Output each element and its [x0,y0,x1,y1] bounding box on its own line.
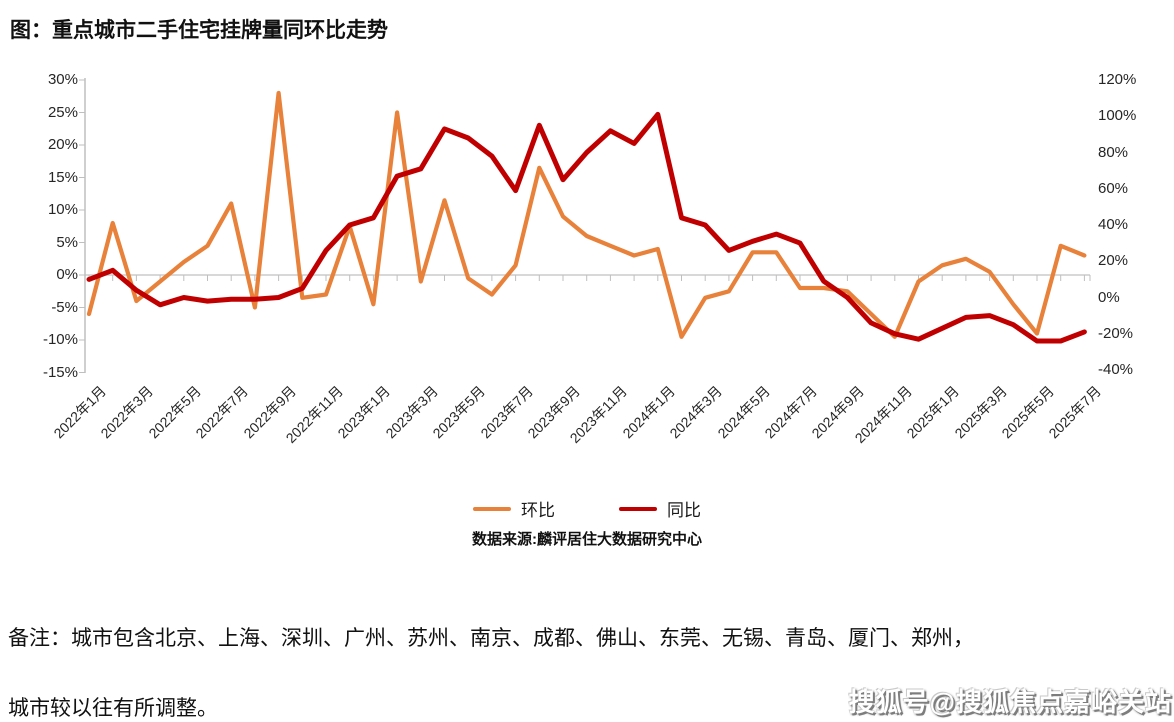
right-y-tick-label: -20% [1098,324,1134,342]
right-y-tick-label: 60% [1098,179,1129,197]
legend: 环比 同比 [0,496,1174,521]
line-chart [79,78,1091,373]
right-y-tick-label: 40% [1098,216,1129,233]
left-y-tick-label: 15% [47,168,78,186]
mom-line-swatch [473,506,511,511]
right-y-tick-label: 120% [1098,71,1137,88]
chart-area: 30% 25% 20% 15% 10% 5% 0% -5% -10% -15% 120% 100% 8… [0,71,1174,548]
legend-item-yoy: 同比 [619,496,701,521]
right-y-tick-label: 0% [1098,288,1120,306]
left-y-tick-label: -10% [42,331,78,348]
left-y-tick-label: 25% [47,103,78,121]
yoy-series-line [86,111,1087,344]
left-y-tick-label: 20% [47,136,78,153]
yoy-line-swatch [619,506,657,511]
right-y-tick-label: 20% [1098,252,1129,270]
left-y-tick-label: 10% [47,201,78,218]
legend-label-mom: 环比 [521,501,555,520]
footnote-line-1: 备注：城市包含北京、上海、深圳、广州、苏州、南京、成都、佛山、东莞、无锡、青岛、… [8,626,974,650]
zero-axis-line [85,274,1091,281]
right-y-tick-label: 80% [1098,143,1129,161]
right-y-tick-label: 100% [1098,107,1137,125]
footnote-line-2: 城市较以往有所调整。 [8,696,218,720]
chart-title: 图：重点城市二手住宅挂牌量同环比走势 [10,19,388,42]
left-y-tick-label: 5% [56,233,78,251]
right-y-tick-label: -40% [1098,361,1134,378]
left-y-tick-label: -15% [42,363,78,381]
watermark-sohu: 搜狐号@搜狐焦点嘉峪关站 [848,687,1172,717]
legend-label-yoy: 同比 [667,501,701,520]
left-y-tick-label: -5% [51,298,78,316]
legend-item-mom: 环比 [473,496,555,521]
left-y-tick-label: 0% [56,266,78,283]
left-y-tick-label: 30% [47,71,78,88]
mom-series-line [86,90,1087,339]
data-source-caption: 数据来源:麟评居住大数据研究中心 [472,531,702,548]
left-y-axis-line [79,78,86,373]
